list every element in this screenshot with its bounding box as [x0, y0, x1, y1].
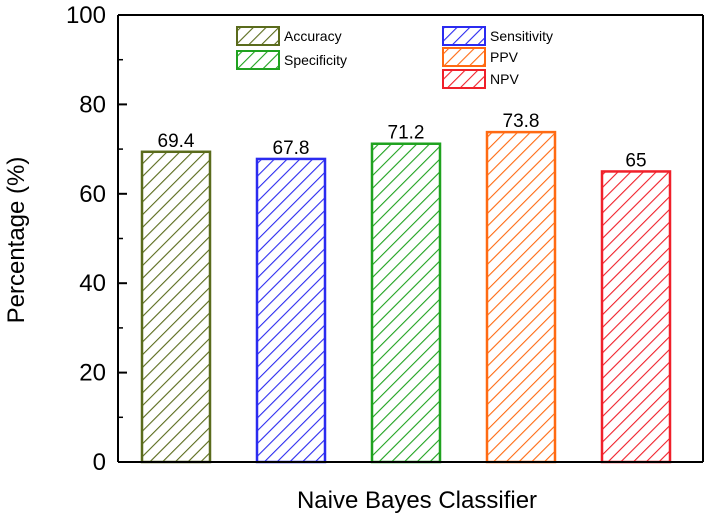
bar-npv	[600, 170, 672, 464]
data-labels: 69.4 67.8 71.2 73.8 65	[158, 111, 647, 171]
data-label-sensitivity: 67.8	[273, 138, 310, 159]
legend-swatch-npv	[442, 69, 486, 89]
legend-item-sensitivity: Sensitivity	[442, 26, 553, 46]
legend: Accuracy Sensitivity Specificity PPV NPV	[236, 26, 553, 89]
legend-label-specificity: Specificity	[284, 52, 347, 68]
x-axis-title: Naive Bayes Classifier	[297, 487, 537, 514]
bar-specificity	[370, 142, 442, 464]
bar-ppv	[485, 130, 557, 464]
legend-swatch-accuracy	[236, 26, 280, 46]
y-tick-label: 20	[79, 360, 106, 387]
data-label-npv: 65	[625, 150, 646, 171]
y-axis-title: Percentage (%)	[3, 157, 30, 324]
y-tick-label: 100	[66, 2, 106, 29]
legend-item-ppv: PPV	[442, 47, 519, 67]
data-label-ppv: 73.8	[503, 111, 540, 132]
y-tick-label: 80	[79, 91, 106, 118]
y-tick-label: 40	[79, 270, 106, 297]
legend-item-accuracy: Accuracy	[236, 26, 342, 46]
bar-accuracy	[140, 150, 212, 464]
legend-item-npv: NPV	[442, 69, 519, 89]
y-tick-label: 60	[79, 181, 106, 208]
legend-label-ppv: PPV	[490, 49, 519, 65]
legend-swatch-specificity	[236, 50, 280, 70]
legend-swatch-ppv	[442, 47, 486, 67]
legend-label-accuracy: Accuracy	[284, 28, 342, 44]
bars	[140, 130, 672, 464]
data-label-accuracy: 69.4	[158, 131, 195, 152]
legend-item-specificity: Specificity	[236, 50, 347, 70]
legend-label-sensitivity: Sensitivity	[490, 28, 553, 44]
bar-sensitivity	[255, 157, 327, 464]
legend-label-npv: NPV	[490, 71, 519, 87]
y-tick-label: 0	[93, 449, 106, 476]
data-label-specificity: 71.2	[388, 123, 425, 144]
legend-swatch-sensitivity	[442, 26, 486, 46]
axes: 0 20 40 60 80 100	[66, 2, 704, 476]
